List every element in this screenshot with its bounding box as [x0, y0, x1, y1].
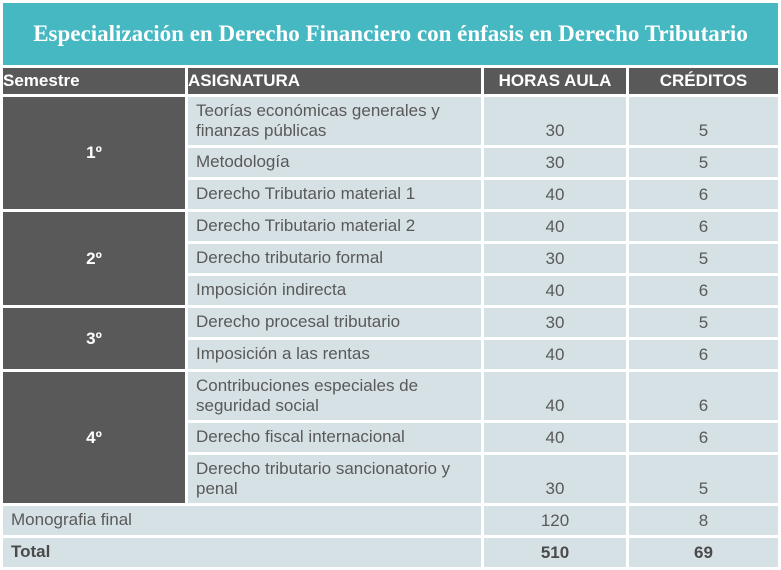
- header-row: Semestre ASIGNATURA HORAS AULA CRÉDITOS: [3, 68, 779, 94]
- total-credits-cell: 69: [629, 538, 779, 567]
- credits-cell: 8: [629, 506, 779, 535]
- column-header-creditos: CRÉDITOS: [629, 68, 779, 94]
- hours-cell: 40: [484, 180, 626, 209]
- total-label: Total: [3, 538, 481, 567]
- table-row: Derecho tributario formal 30 5: [3, 244, 779, 273]
- subject-cell: Contribuciones especiales de seguridad s…: [188, 372, 481, 420]
- table-row: 3º Derecho procesal tributario 30 5: [3, 308, 779, 369]
- subject-cell: Derecho procesal tributario: [188, 308, 481, 337]
- table-row: Imposición indirecta 40 6: [3, 276, 779, 305]
- subject-cell: Imposición indirecta: [188, 276, 481, 305]
- credits-cell: 5: [629, 244, 779, 273]
- hours-cell: 30: [484, 308, 626, 337]
- table-row: Derecho fiscal internacional 40 6: [3, 423, 779, 452]
- column-header-semestre: Semestre: [3, 68, 185, 94]
- total-hours-cell: 510: [484, 538, 626, 567]
- credits-cell: 6: [629, 276, 779, 305]
- credits-cell: 6: [629, 340, 779, 369]
- subject-cell: Derecho tributario sancionatorio y penal: [188, 455, 481, 503]
- credits-cell: 5: [629, 148, 779, 177]
- subject-cell: Derecho tributario formal: [188, 244, 481, 273]
- subject-cell: Metodología: [188, 148, 481, 177]
- monografia-row: Monografia final 120 8: [3, 506, 779, 535]
- column-header-horas-aula: HORAS AULA: [484, 68, 626, 94]
- hours-cell: 40: [484, 212, 626, 241]
- table-row: Derecho tributario sancionatorio y penal…: [3, 455, 779, 503]
- table-row: Derecho Tributario material 1 40 6: [3, 180, 779, 209]
- table-row: Metodología 30 5: [3, 148, 779, 177]
- credits-cell: 6: [629, 372, 779, 420]
- total-row: Total 510 69: [3, 538, 779, 567]
- hours-cell: 40: [484, 372, 626, 420]
- hours-cell: 30: [484, 148, 626, 177]
- hours-cell: 30: [484, 97, 626, 145]
- hours-cell: 40: [484, 423, 626, 452]
- hours-cell: 30: [484, 244, 626, 273]
- table-row: Imposición a las rentas 40 6: [3, 340, 779, 369]
- credits-cell: 5: [629, 455, 779, 503]
- hours-cell: 40: [484, 276, 626, 305]
- hours-cell: 40: [484, 340, 626, 369]
- page-title: Especialización en Derecho Financiero co…: [3, 3, 779, 65]
- credits-cell: 5: [629, 97, 779, 145]
- semester-cell: 4º: [3, 372, 185, 503]
- credits-cell: 6: [629, 212, 779, 241]
- subject-cell: Teorías económicas generales y finanzas …: [188, 97, 481, 145]
- hours-cell: 30: [484, 455, 626, 503]
- credits-cell: 5: [629, 308, 779, 337]
- footer-label: Monografia final: [3, 506, 481, 535]
- table-row: 1º Teorías económicas generales y finanz…: [3, 97, 779, 209]
- subject-cell: Imposición a las rentas: [188, 340, 481, 369]
- subject-cell: Derecho Tributario material 1: [188, 180, 481, 209]
- semester-cell: 3º: [3, 308, 185, 369]
- table-row: 2º Derecho Tributario material 2 40 6: [3, 212, 779, 305]
- credits-cell: 6: [629, 180, 779, 209]
- hours-cell: 120: [484, 506, 626, 535]
- subject-cell: Derecho fiscal internacional: [188, 423, 481, 452]
- credits-cell: 6: [629, 423, 779, 452]
- column-header-asignatura: ASIGNATURA: [188, 68, 481, 94]
- semester-cell: 1º: [3, 97, 185, 209]
- table-row: 4º Contribuciones especiales de segurida…: [3, 372, 779, 503]
- title-row: Especialización en Derecho Financiero co…: [3, 3, 779, 65]
- subject-cell: Derecho Tributario material 2: [188, 212, 481, 241]
- semester-cell: 2º: [3, 212, 185, 305]
